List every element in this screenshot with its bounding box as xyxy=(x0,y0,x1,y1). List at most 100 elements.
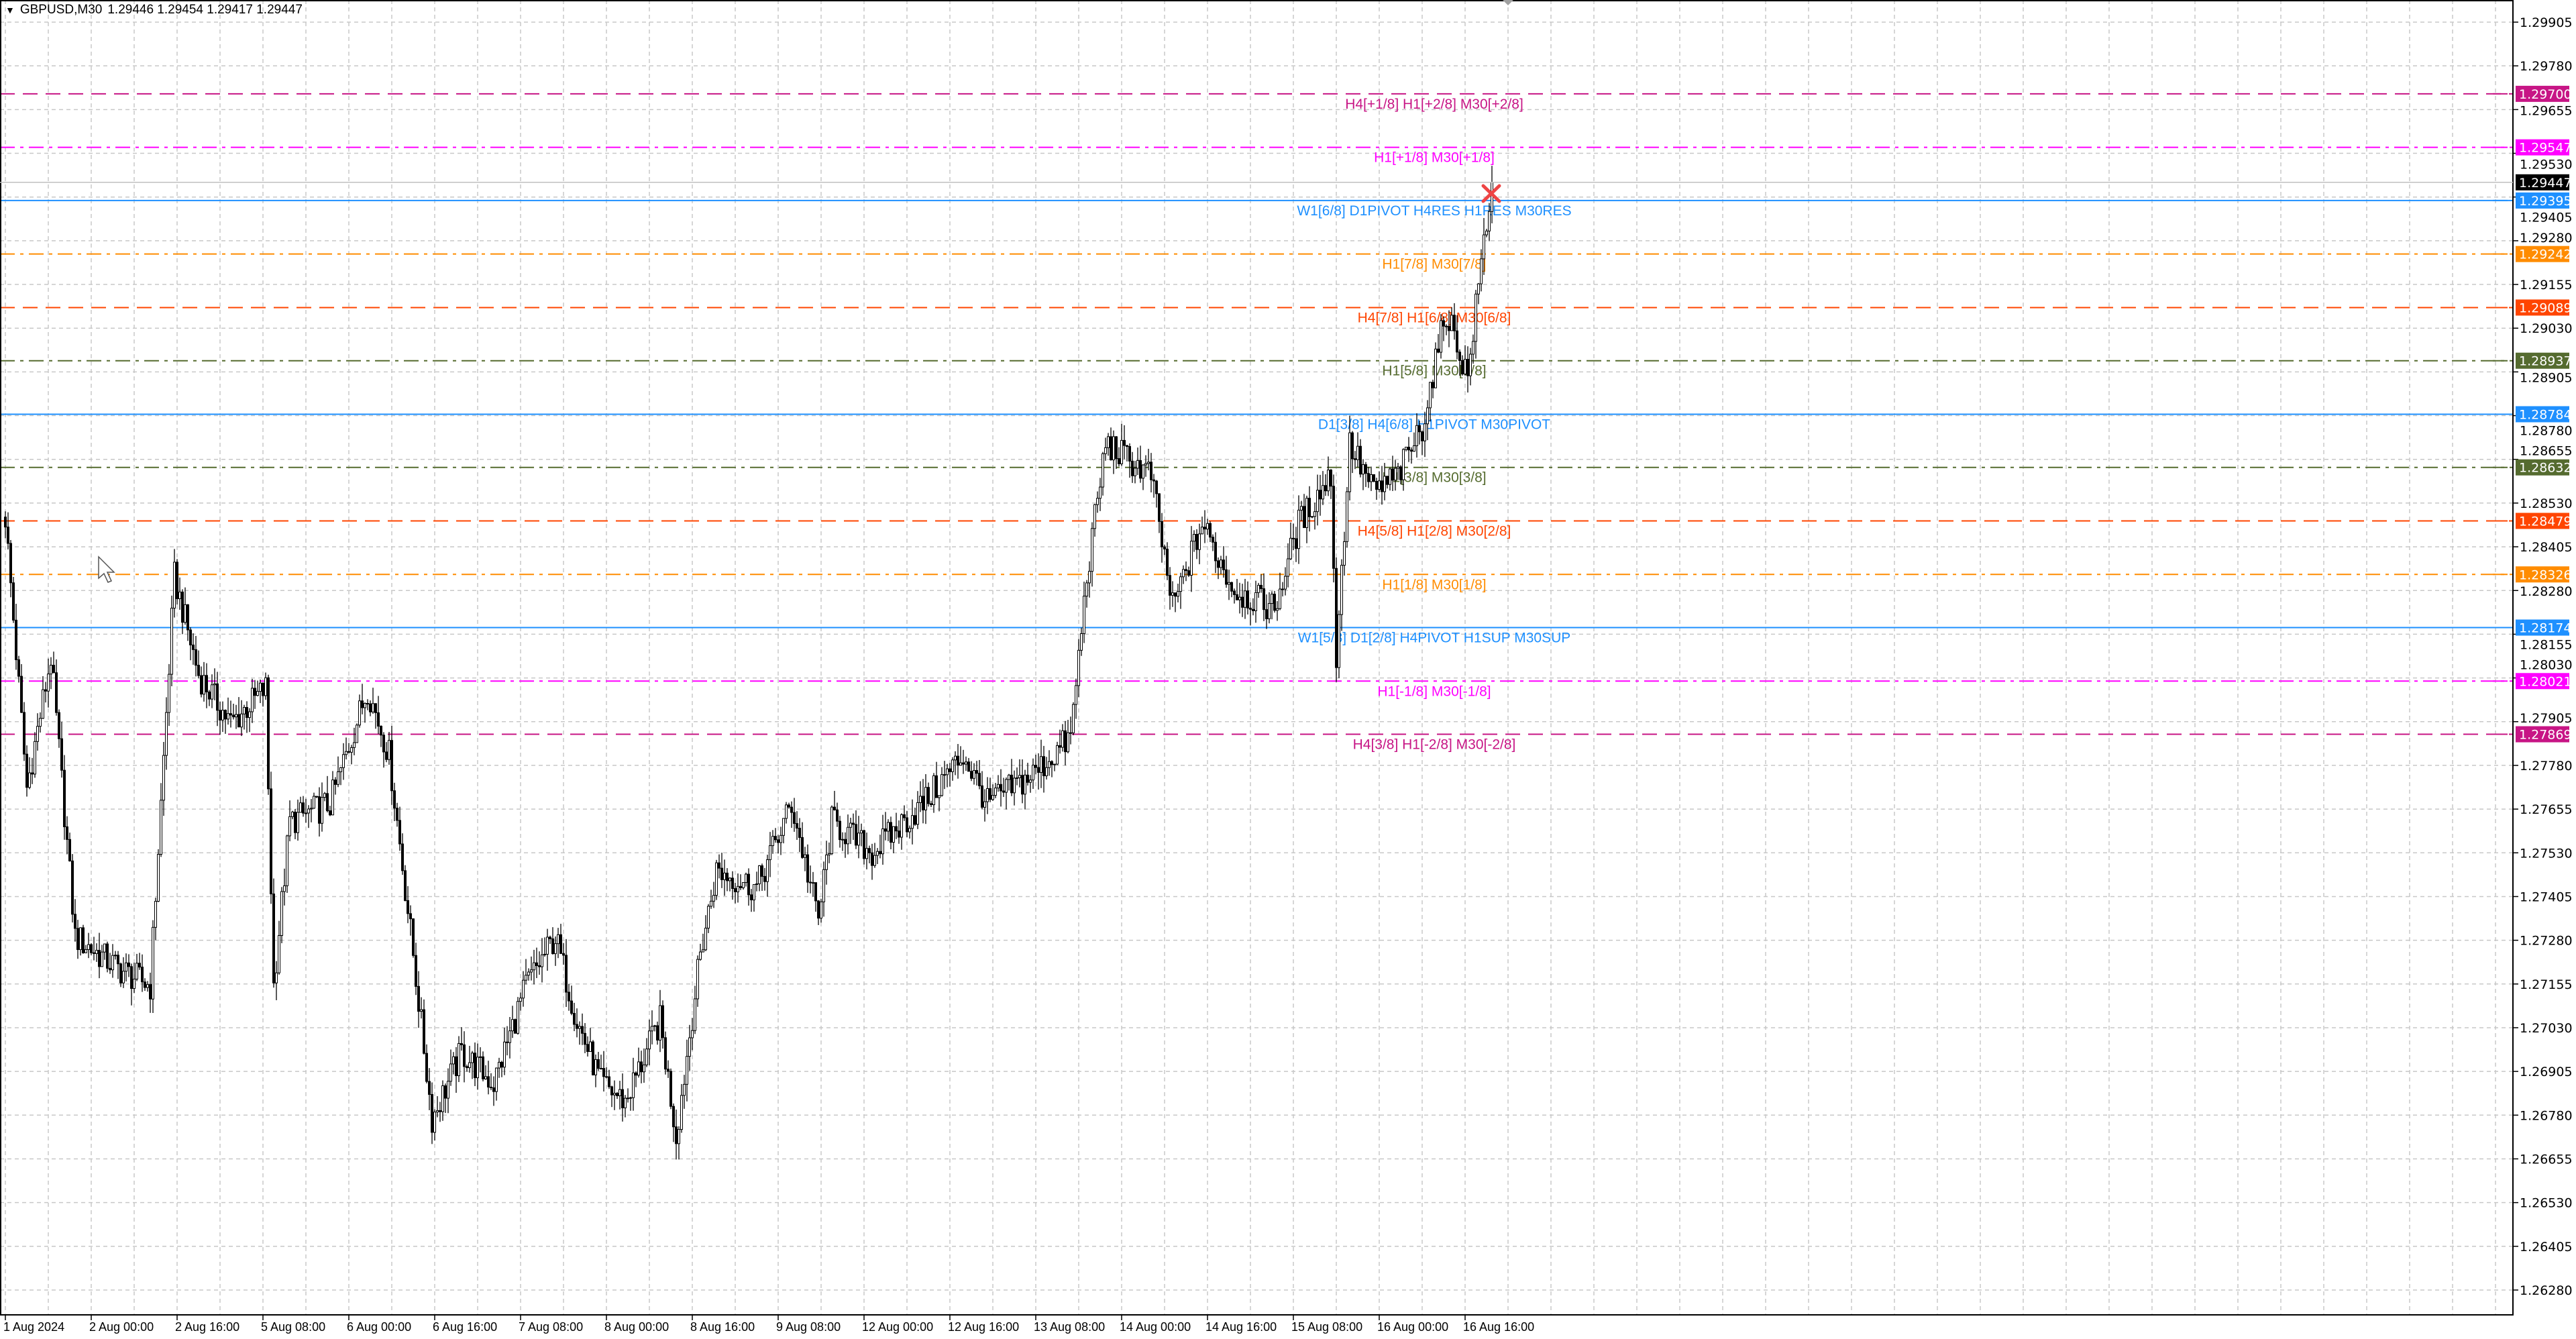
candle-body xyxy=(661,1005,664,1038)
chart-border xyxy=(0,0,2514,1316)
candle-body xyxy=(1265,609,1268,619)
candle-body xyxy=(619,1089,621,1096)
candle-body xyxy=(42,689,44,719)
candle-body xyxy=(235,714,237,718)
candle-body xyxy=(801,837,804,858)
candle-body xyxy=(790,806,793,813)
candle-body xyxy=(825,854,828,870)
candle-body xyxy=(1112,436,1115,461)
candle-body xyxy=(452,1056,455,1065)
price-tick-label: 1.28905 xyxy=(2520,370,2573,385)
candle-body xyxy=(911,815,914,829)
candle-body xyxy=(543,953,546,955)
candle-body xyxy=(1067,732,1069,753)
chart-shift-marker-icon[interactable] xyxy=(1503,0,1513,5)
level-label: W1[5/8] D1[2/8] H4PIVOT H1SUP M30SUP xyxy=(1298,631,1571,646)
candle-body xyxy=(176,561,178,600)
time-axis[interactable]: 1 Aug 2024 2 Aug 00:00 2 Aug 16:00 5 Aug 08… xyxy=(3,1315,1534,1334)
candle-body xyxy=(809,881,812,883)
candle-body xyxy=(860,830,863,834)
candle-body xyxy=(313,796,315,809)
candle-body xyxy=(299,802,302,813)
price-tick-label: 1.29155 xyxy=(2520,278,2573,292)
grid xyxy=(0,0,2513,1315)
candle-body xyxy=(753,884,755,900)
candle-body xyxy=(1123,439,1126,446)
candle-body xyxy=(1367,473,1370,482)
candle-body xyxy=(514,1019,517,1034)
candle-body xyxy=(1201,527,1203,535)
candle-body xyxy=(1056,745,1059,765)
candle-body xyxy=(898,831,900,838)
candle-body xyxy=(1152,479,1155,482)
price-tick-label: 1.28405 xyxy=(2520,540,2573,555)
candle-body xyxy=(1163,546,1166,549)
candle-body xyxy=(839,820,841,841)
candle-body xyxy=(723,872,726,880)
candle-body xyxy=(814,882,817,902)
price-tick-label: 1.28530 xyxy=(2520,496,2573,511)
candle-body xyxy=(707,906,710,929)
candle-body xyxy=(621,1089,624,1108)
candle-body xyxy=(415,955,417,987)
candle-body xyxy=(562,953,565,956)
time-tick-label: 6 Aug 16:00 xyxy=(433,1320,497,1334)
candle-body xyxy=(863,830,865,859)
level-price-text: 1.29089 xyxy=(2519,301,2572,315)
candle-body xyxy=(25,753,28,788)
candle-body xyxy=(847,826,849,845)
candle-body xyxy=(1104,447,1107,454)
dropdown-triangle-icon[interactable]: ▼ xyxy=(5,5,15,15)
price-axis[interactable]: 1.29905 1.29780 1.29655 1.29530 1.29405 1.292… xyxy=(2493,15,2573,1298)
candle-body xyxy=(248,711,251,718)
candle-body xyxy=(219,710,221,720)
candle-body xyxy=(173,561,176,609)
price-tick-label: 1.28280 xyxy=(2520,584,2573,599)
price-tick-label: 1.27905 xyxy=(2520,711,2573,726)
candle-body xyxy=(522,979,525,999)
candle-body xyxy=(664,1037,667,1070)
level-label: H1[-1/8] M30[-1/8] xyxy=(1377,684,1491,699)
candle-body xyxy=(1383,476,1386,492)
candle-body xyxy=(788,804,790,808)
price-tick-label: 1.27280 xyxy=(2520,934,2573,949)
candle-body xyxy=(951,759,954,772)
candle-body xyxy=(1480,258,1483,284)
candle-body xyxy=(98,950,101,967)
candle-body xyxy=(251,688,254,712)
candle-body xyxy=(1389,468,1391,485)
candle-body xyxy=(699,951,702,960)
candle-body xyxy=(318,796,321,824)
candle-body xyxy=(769,845,771,861)
price-tick-label: 1.29280 xyxy=(2520,231,2573,246)
price-tick-label: 1.28655 xyxy=(2520,444,2573,459)
candle-body xyxy=(1034,765,1037,768)
candle-body xyxy=(1351,432,1354,460)
candle-body xyxy=(798,828,801,838)
candle-body xyxy=(525,975,527,981)
candle-body xyxy=(154,901,157,928)
candle-body xyxy=(1324,485,1327,492)
candle-body xyxy=(339,767,342,772)
candle-body xyxy=(1021,775,1024,795)
murrey-levels: H4[+1/8] H1[+2/8] M30[+2/8] H1[+1/8] M30[… xyxy=(0,93,2513,753)
candle-body xyxy=(678,1129,680,1144)
candle-body xyxy=(758,865,761,885)
candle-body xyxy=(44,689,47,692)
candle-body xyxy=(1308,498,1311,517)
candle-body xyxy=(1466,359,1469,376)
candle-body xyxy=(715,862,718,896)
candle-body xyxy=(492,1087,495,1092)
candle-body xyxy=(331,780,334,816)
candle-body xyxy=(358,700,361,726)
candle-body xyxy=(624,1097,627,1108)
candle-body xyxy=(855,824,857,846)
time-tick-label: 2 Aug 00:00 xyxy=(89,1320,154,1334)
candle-body xyxy=(471,1053,474,1063)
candle-body xyxy=(710,900,712,907)
candle-body xyxy=(1005,779,1008,793)
candle-body xyxy=(1263,588,1265,610)
candle-body xyxy=(1032,765,1034,781)
candle-body xyxy=(535,962,538,966)
